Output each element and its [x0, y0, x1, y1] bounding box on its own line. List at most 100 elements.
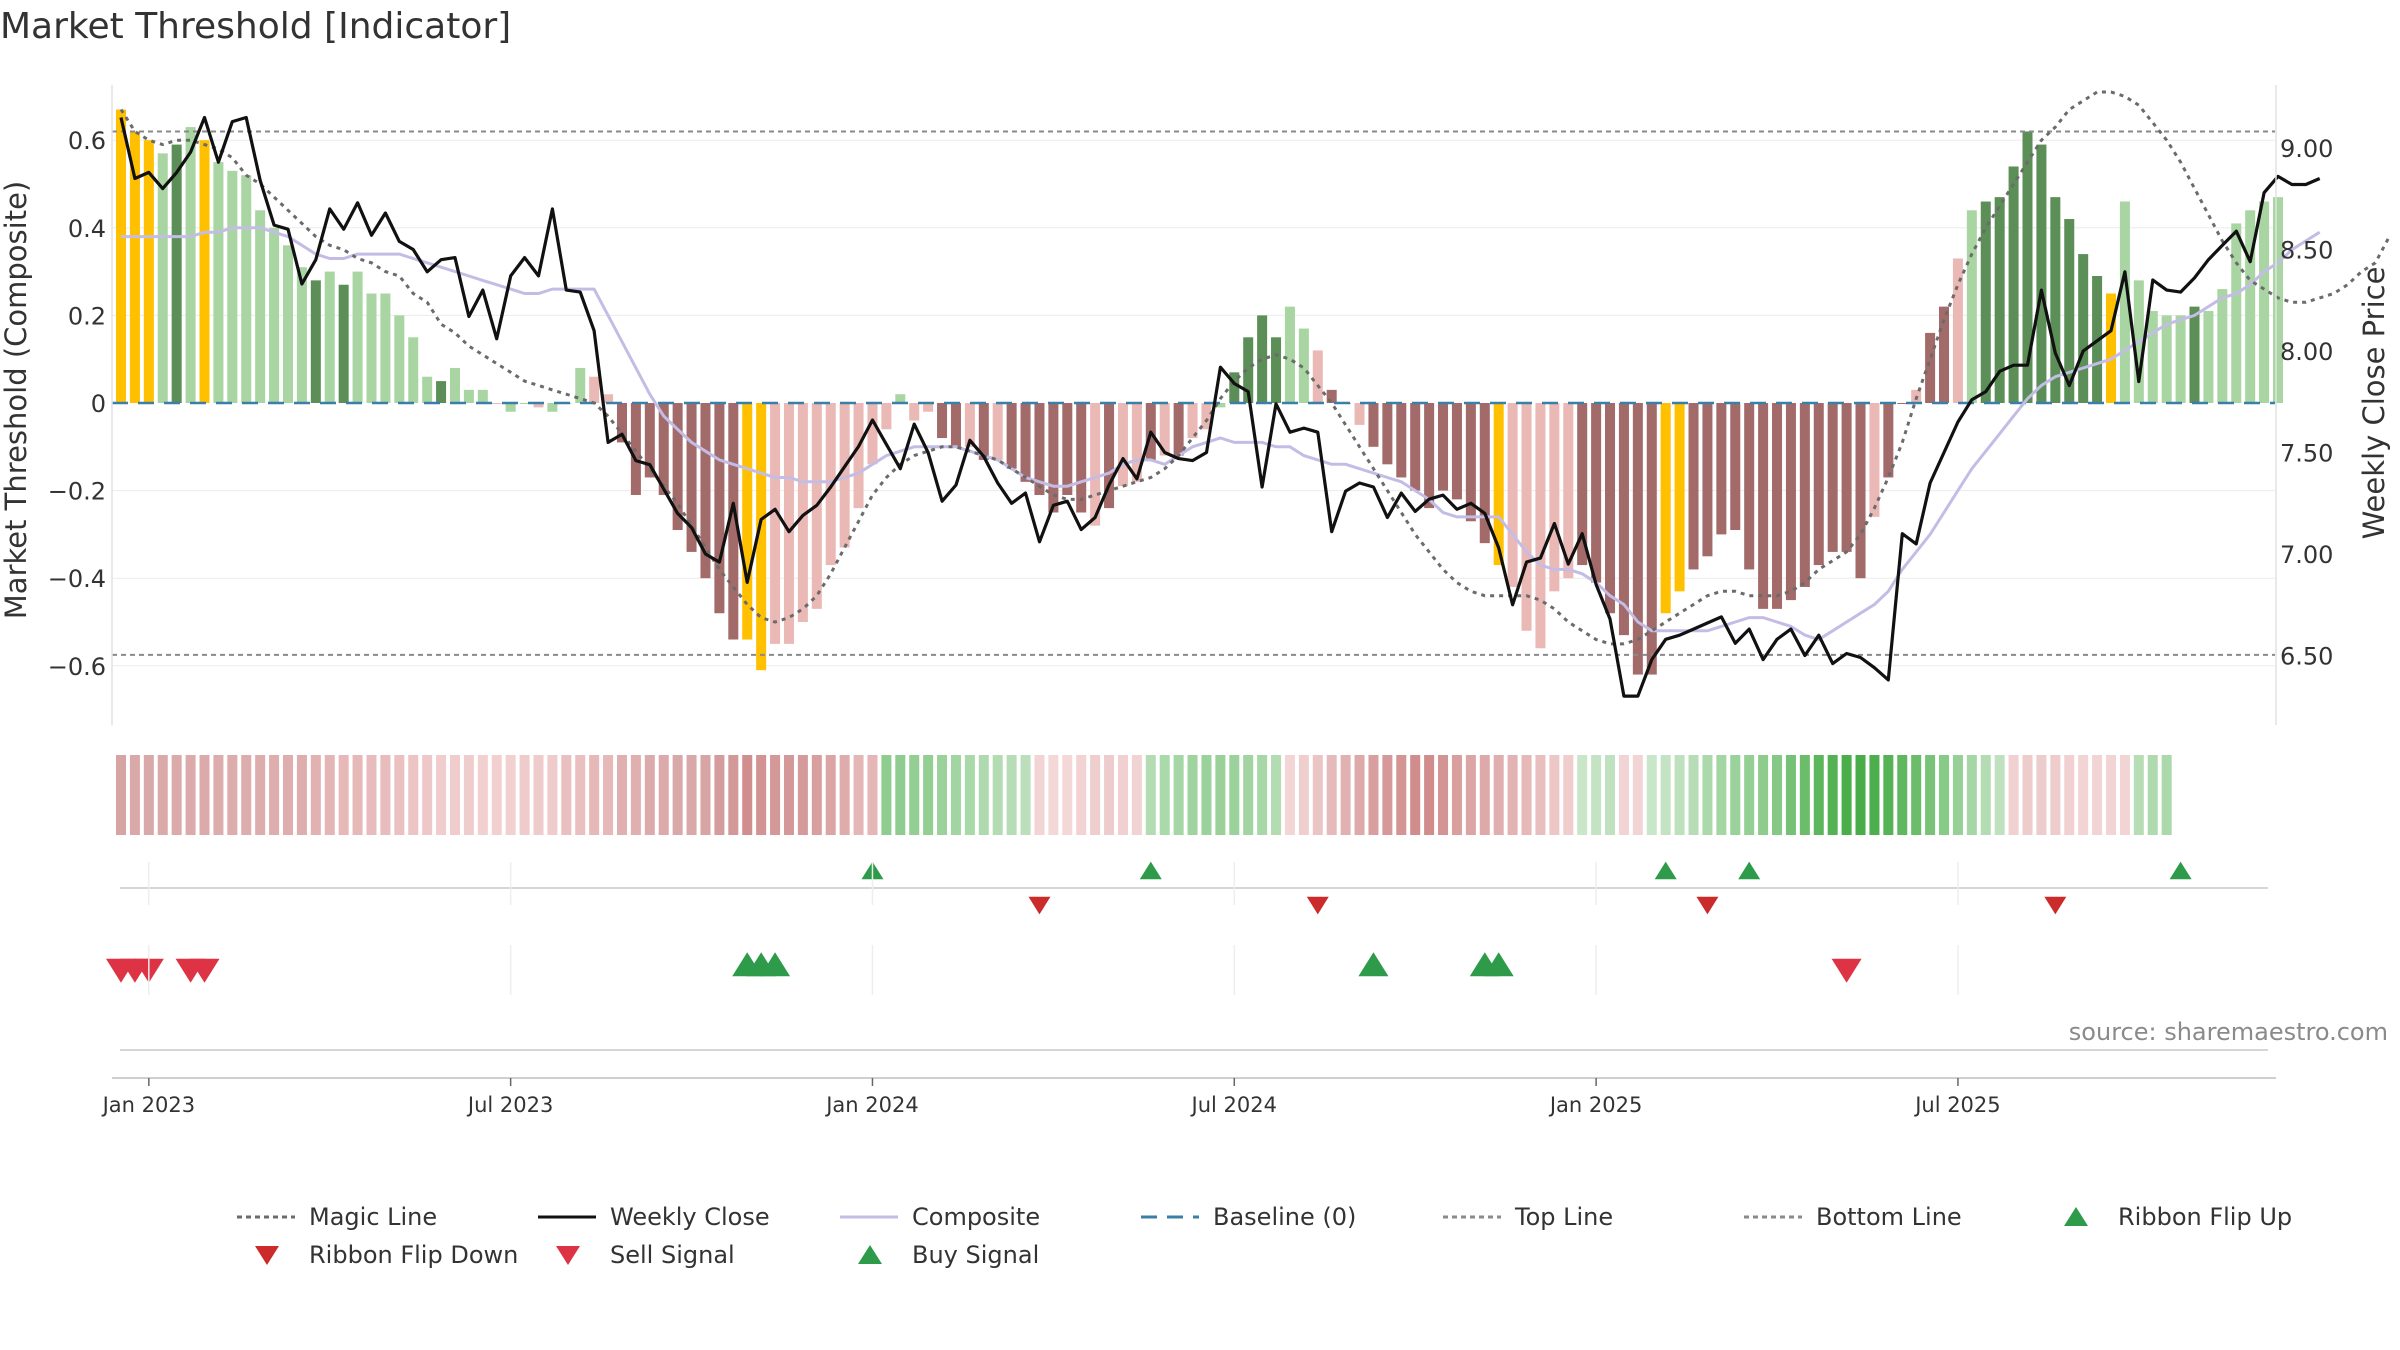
composite-bar [2189, 306, 2200, 403]
ribbon-cell [1451, 755, 1462, 835]
ribbon-cell [1688, 755, 1699, 835]
ribbon-cell [1465, 755, 1476, 835]
ribbon-flip-up-marker [1738, 861, 1761, 880]
composite-bar [408, 337, 419, 403]
ribbon-cell [1034, 755, 1045, 835]
composite-bar [338, 284, 349, 403]
composite-bar [1271, 337, 1282, 403]
ribbon-cell [658, 755, 669, 835]
ribbon-cell [185, 755, 196, 835]
composite-bar [1034, 403, 1045, 495]
composite-bar [603, 394, 614, 403]
composite-bar [700, 403, 711, 579]
composite-bar [992, 403, 1003, 460]
ribbon-cell [1799, 755, 1810, 835]
composite-bar [1758, 403, 1769, 609]
ribbon-cell [1257, 755, 1268, 835]
composite-bar [1326, 389, 1337, 403]
ribbon-cell [1758, 755, 1769, 835]
composite-bar [964, 403, 975, 447]
ribbon-cell [1549, 755, 1560, 835]
ribbon-cell [1020, 755, 1031, 835]
left-tick-label: −0.4 [48, 565, 106, 593]
composite-bar [1465, 403, 1476, 522]
composite-bar [1841, 403, 1852, 552]
ribbon-cell [436, 755, 447, 835]
composite-bar [895, 394, 906, 403]
ribbon-cell [1173, 755, 1184, 835]
composite-bar [2259, 201, 2270, 403]
composite-bar [213, 162, 224, 403]
composite-bar [1048, 403, 1059, 513]
ribbon-cell [742, 755, 753, 835]
composite-bar [1424, 403, 1435, 509]
legend-label: Bottom Line [1816, 1203, 1962, 1231]
composite-bar [366, 293, 377, 403]
composite-bar [1382, 403, 1393, 465]
ribbon-cell [2064, 755, 2075, 835]
buy-signal-marker [1358, 952, 1389, 977]
ribbon-cell [2050, 755, 2061, 835]
composite-bar [797, 403, 808, 622]
date-tick-label: Jul 2023 [466, 1093, 553, 1117]
composite-bar [1438, 403, 1449, 491]
composite-bar [310, 280, 321, 403]
ribbon-cell [491, 755, 502, 835]
legend-item: Magic Line [237, 1203, 437, 1231]
ribbon-cell [269, 755, 280, 835]
composite-bar [519, 403, 530, 404]
ribbon-cell [1994, 755, 2005, 835]
ribbon-cell [1090, 755, 1101, 835]
composite-bar [394, 315, 405, 403]
ribbon-cell [644, 755, 655, 835]
ribbon-cell [449, 755, 460, 835]
composite-bar [505, 403, 516, 412]
ribbon-cell [199, 755, 210, 835]
ribbon-cell [561, 755, 572, 835]
sell-signal-marker [189, 958, 220, 983]
ribbon-cell [1646, 755, 1657, 835]
composite-bar [1090, 403, 1101, 526]
ribbon-cell [1326, 755, 1337, 835]
legend-label: Baseline (0) [1213, 1203, 1356, 1231]
composite-bar [1632, 403, 1643, 675]
ribbon-cell [1702, 755, 1713, 835]
ribbon-cell [1076, 755, 1087, 835]
ribbon-cell [2022, 755, 2033, 835]
ribbon-flip-up-marker [1654, 861, 1677, 880]
ribbon-flip-up-marker [1139, 861, 1162, 880]
composite-bar [296, 267, 307, 403]
ribbon-cell [1744, 755, 1755, 835]
composite-bar [2036, 144, 2047, 403]
ribbon-cell [171, 755, 182, 835]
composite-bar [1688, 403, 1699, 570]
composite-bar [157, 153, 168, 403]
composite-bar [978, 403, 989, 460]
ribbon-cell [241, 755, 252, 835]
composite-bar [1117, 403, 1128, 487]
ribbon-cell [770, 755, 781, 835]
ribbon-cell [1535, 755, 1546, 835]
composite-bar [2245, 210, 2256, 403]
right-axis-title: Weekly Close Price [2357, 267, 2391, 540]
composite-bar [686, 403, 697, 552]
composite-bar [352, 271, 363, 403]
ribbon-cell [2133, 755, 2144, 835]
ribbon-cell [616, 755, 627, 835]
right-tick-label: 7.00 [2280, 541, 2333, 569]
composite-bar [324, 271, 335, 403]
ribbon-cell [296, 755, 307, 835]
composite-bar [199, 140, 210, 403]
ribbon-cell [1145, 755, 1156, 835]
composite-bar [881, 403, 892, 430]
composite-bar [1535, 403, 1546, 649]
composite-bars [115, 109, 2284, 675]
ribbon-cell [1062, 755, 1073, 835]
composite-bar [2050, 197, 2061, 403]
composite-bar [1451, 403, 1462, 500]
ribbon-cell [1827, 755, 1838, 835]
composite-bar [950, 403, 961, 447]
ribbon-cell [950, 755, 961, 835]
ribbon-cell [519, 755, 530, 835]
legend-swatch-icon [255, 1246, 279, 1265]
